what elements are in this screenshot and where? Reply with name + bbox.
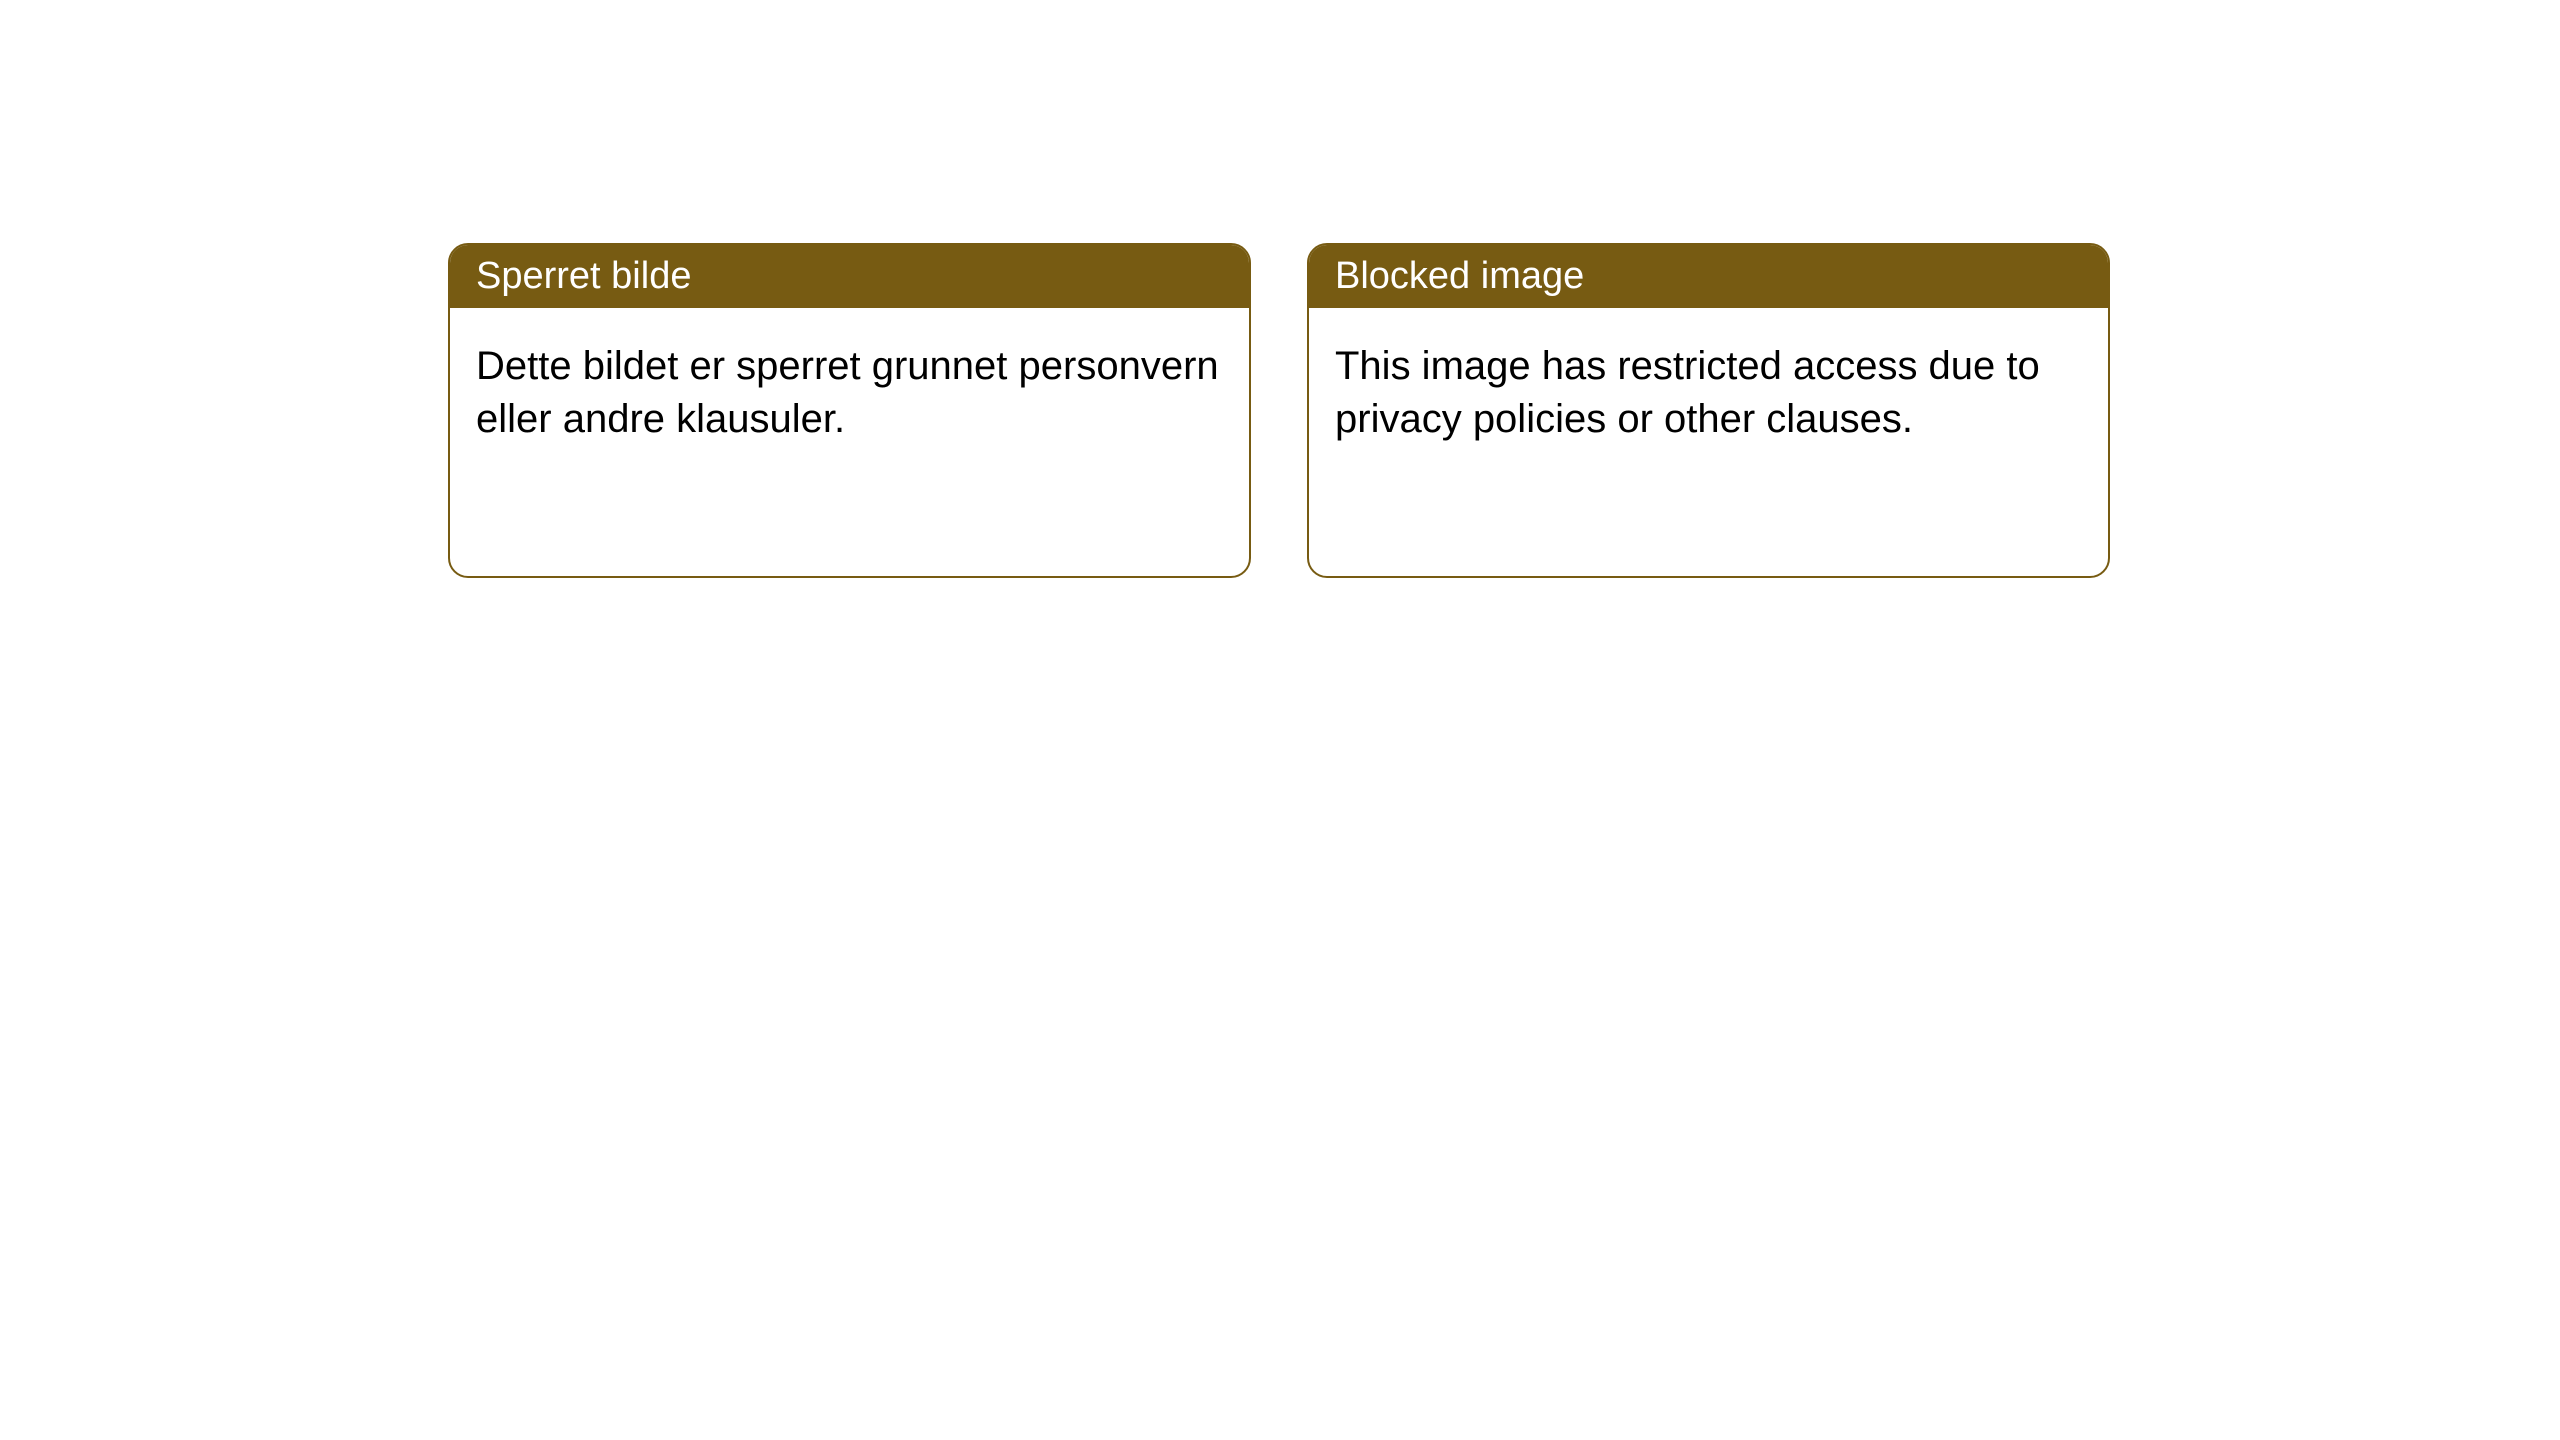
notice-container: Sperret bilde Dette bildet er sperret gr… [448,243,2110,578]
notice-card-body: Dette bildet er sperret grunnet personve… [450,308,1249,478]
notice-card-header: Blocked image [1309,245,2108,308]
notice-card-body: This image has restricted access due to … [1309,308,2108,478]
notice-card-norwegian: Sperret bilde Dette bildet er sperret gr… [448,243,1251,578]
notice-title: Sperret bilde [476,255,691,297]
notice-body-text: Dette bildet er sperret grunnet personve… [476,344,1219,441]
notice-card-english: Blocked image This image has restricted … [1307,243,2110,578]
notice-body-text: This image has restricted access due to … [1335,344,2040,441]
notice-title: Blocked image [1335,255,1584,297]
notice-card-header: Sperret bilde [450,245,1249,308]
